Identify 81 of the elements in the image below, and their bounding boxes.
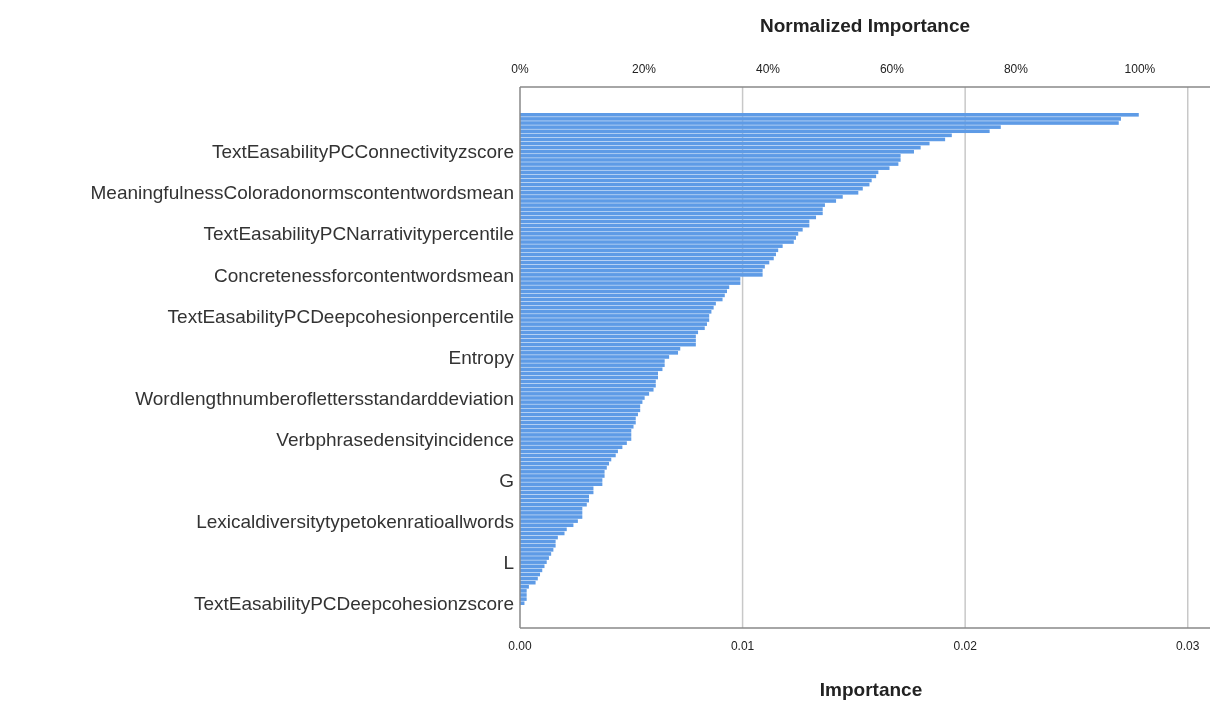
bar bbox=[520, 465, 607, 470]
bar bbox=[520, 396, 645, 400]
bar bbox=[520, 281, 741, 285]
bar bbox=[520, 597, 527, 601]
bar bbox=[520, 121, 1119, 125]
bar bbox=[520, 359, 665, 363]
bar bbox=[520, 424, 634, 429]
bar bbox=[520, 470, 605, 474]
y-tick-label: G bbox=[499, 469, 514, 491]
y-tick-label: L bbox=[503, 551, 514, 573]
x2-tick-label: 60% bbox=[879, 62, 905, 76]
bar bbox=[520, 289, 727, 294]
bar bbox=[520, 564, 545, 569]
bar bbox=[520, 273, 763, 277]
y-tick-label: TextEasabilityPCConnectivityzscore bbox=[211, 141, 514, 163]
bar bbox=[520, 363, 665, 367]
bar bbox=[520, 305, 714, 310]
bar bbox=[520, 506, 583, 511]
bar bbox=[520, 190, 859, 195]
bar bbox=[520, 437, 632, 441]
bar bbox=[520, 519, 578, 523]
bar bbox=[520, 158, 901, 162]
bar bbox=[520, 367, 663, 372]
bar bbox=[520, 248, 779, 253]
bar bbox=[520, 474, 605, 478]
x-axis-title: Importance bbox=[819, 679, 923, 700]
y-tick-label: Lexicaldiversitytypetokenratioallwords bbox=[196, 510, 514, 532]
x-tick-label: 0.03 bbox=[1176, 639, 1200, 653]
bar bbox=[520, 445, 623, 450]
bar bbox=[520, 433, 632, 437]
y-tick-label: MeaningfulnessColoradonormscontentwordsmean bbox=[90, 182, 514, 204]
x2-tick-label: 40% bbox=[755, 62, 781, 76]
bar bbox=[520, 589, 527, 593]
y-tick-label: Wordlengthnumberoflettersstandarddeviation bbox=[135, 387, 514, 409]
bar bbox=[520, 548, 554, 552]
bar bbox=[520, 556, 549, 560]
bar bbox=[520, 211, 823, 216]
bar bbox=[520, 162, 899, 166]
bar bbox=[520, 429, 632, 433]
bar bbox=[520, 392, 650, 396]
bar bbox=[520, 441, 627, 445]
y-tick-label: TextEasabilityPCNarrativitypercentile bbox=[203, 223, 514, 245]
y-tick-label: Verbphrasedensityincidence bbox=[276, 428, 514, 450]
bar bbox=[520, 113, 1139, 117]
bar bbox=[520, 351, 679, 355]
bar bbox=[520, 404, 641, 408]
bar bbox=[520, 560, 547, 564]
bar bbox=[520, 523, 574, 528]
y-tick-label: Concretenessforcontentwordsmean bbox=[214, 264, 514, 286]
bar bbox=[520, 322, 707, 326]
bar bbox=[520, 593, 527, 597]
bar bbox=[520, 478, 603, 482]
y-tick-label: TextEasabilityPCDeepcohesionzscore bbox=[194, 592, 514, 614]
y-tick-label: TextEasabilityPCDeepcohesionpercentile bbox=[167, 305, 514, 327]
x-tick-label: 0.02 bbox=[953, 639, 978, 653]
bar bbox=[520, 552, 552, 556]
bar bbox=[520, 232, 799, 236]
bar bbox=[520, 326, 705, 331]
bar bbox=[520, 400, 643, 404]
bar bbox=[520, 543, 556, 548]
bar bbox=[520, 502, 587, 507]
bar bbox=[520, 511, 583, 515]
bar bbox=[520, 318, 710, 322]
x2-tick-label: 0% bbox=[511, 62, 529, 76]
y-tick-label: Entropy bbox=[448, 346, 515, 368]
x-tick-label: 0.00 bbox=[508, 639, 532, 653]
x2-tick-label: 100% bbox=[1124, 62, 1156, 76]
bar bbox=[520, 236, 796, 240]
bar bbox=[520, 310, 712, 314]
bar bbox=[520, 314, 710, 318]
bar bbox=[520, 240, 794, 244]
x2-tick-label: 20% bbox=[631, 62, 657, 76]
x2-tick-label: 80% bbox=[1003, 62, 1029, 76]
bar bbox=[520, 482, 603, 486]
bar bbox=[520, 515, 583, 519]
x-tick-label: 0.01 bbox=[730, 639, 755, 653]
x2-axis-title: Normalized Importance bbox=[759, 15, 971, 36]
bar bbox=[520, 387, 654, 392]
bar bbox=[520, 408, 641, 413]
bar bbox=[520, 207, 823, 212]
bar bbox=[520, 268, 763, 273]
